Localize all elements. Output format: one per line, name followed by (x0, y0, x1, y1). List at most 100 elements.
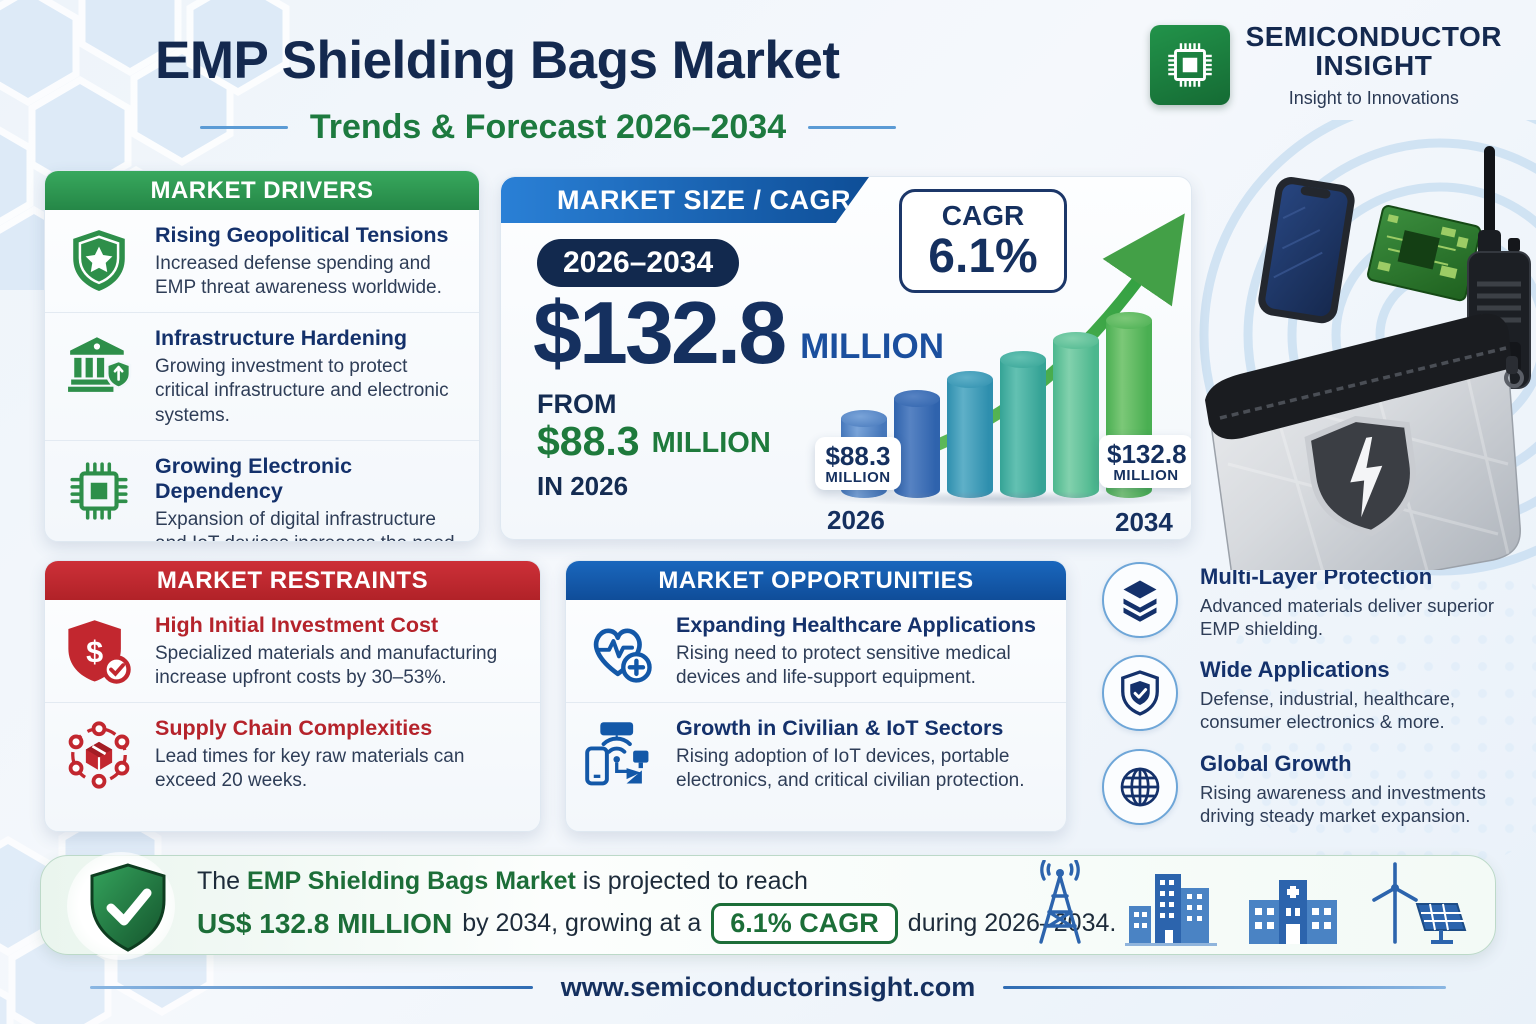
feature-text: Multi-Layer Protection Advanced material… (1200, 562, 1520, 640)
feature-desc: Rising awareness and investments driving… (1200, 781, 1486, 826)
driver-item-text: Rising Geopolitical Tensions Increased d… (155, 223, 461, 300)
chart-end-unit: MILLION (1113, 467, 1179, 484)
driver-item-infrastructure: Infrastructure Hardening Growing investm… (45, 312, 479, 439)
cagr-label: CAGR (941, 200, 1025, 231)
chart-start-label: $88.3 MILLION (815, 437, 901, 490)
restraint-item-text: High Initial Investment Cost Specialized… (155, 613, 522, 690)
subtitle-dash-left (199, 126, 288, 129)
chart-bar-year-3 (947, 370, 993, 498)
driver-desc: Increased defense spending and EMP threa… (155, 253, 442, 299)
bank-shield-icon (61, 326, 137, 396)
summary-text: The EMP Shielding Bags Market is project… (197, 867, 1116, 944)
period-badge: 2026–2034 (537, 239, 740, 287)
driver-title: Rising Geopolitical Tensions (155, 223, 449, 247)
chart-bar-year-5 (1053, 331, 1099, 498)
chip-icon (1149, 25, 1230, 106)
brand-text: SEMICONDUCTOR INSIGHT Insight to Innovat… (1246, 22, 1502, 109)
city-buildings-icon (1125, 874, 1217, 946)
summary-line1: The EMP Shielding Bags Market is project… (197, 867, 1116, 896)
restraint-item-supply-chain: Supply Chain Complexities Lead times for… (45, 702, 540, 805)
driver-title: Growing Electronic Dependency (155, 453, 353, 503)
feature-desc: Defense, industrial, healthcare, consume… (1200, 688, 1456, 733)
feature-multi-layer: Multi-Layer Protection Advanced material… (1102, 562, 1536, 640)
feature-desc: Advanced materials deliver superior EMP … (1200, 595, 1495, 640)
chart-end-year: 2034 (1115, 507, 1173, 537)
brand-logo-block: SEMICONDUCTOR INSIGHT Insight to Innovat… (1149, 22, 1502, 109)
opportunity-item-text: Growth in Civilian & IoT Sectors Rising … (676, 716, 1048, 793)
dot-pattern-background (1226, 545, 1536, 875)
shield-check-icon (1102, 655, 1178, 732)
chart-start-year: 2026 (827, 505, 885, 535)
opportunity-desc: Rising adoption of IoT devices, portable… (676, 746, 1025, 792)
restraint-desc: Lead times for key raw materials can exc… (155, 746, 465, 792)
iot-devices-icon (582, 716, 658, 790)
restraint-title: Supply Chain Complexities (155, 716, 433, 741)
cagr-value: 6.1% (928, 230, 1038, 283)
restraint-item-investment-cost: $ High Initial Investment Cost Specializ… (45, 600, 540, 702)
page-title: EMP Shielding Bags Market (155, 31, 840, 90)
summary-line2-mid: by 2034, growing at a (462, 909, 702, 937)
driver-item-geopolitical: Rising Geopolitical Tensions Increased d… (45, 210, 479, 312)
feature-text: Wide Applications Defense, industrial, h… (1200, 655, 1520, 733)
restraint-title: High Initial Investment Cost (155, 613, 439, 637)
opportunity-item-healthcare: Expanding Healthcare Applications Rising… (566, 600, 1066, 702)
chart-bar-year-2 (894, 390, 940, 498)
wind-turbine-solar-icon (1372, 862, 1467, 944)
layers-icon (1102, 562, 1178, 638)
footer-url-link[interactable]: www.semiconductorinsight.com (560, 972, 976, 1002)
brand-name-line2: INSIGHT (1315, 50, 1433, 82)
driver-desc: Growing investment to protect critical i… (155, 356, 449, 426)
opportunity-desc: Rising need to protect sensitive medical… (676, 643, 1011, 689)
restraint-item-text: Supply Chain Complexities Lead times for… (155, 716, 522, 793)
summary-banner: The EMP Shielding Bags Market is project… (40, 852, 1496, 960)
from-value: $88.3 (537, 418, 640, 464)
from-value-row: $88.3 MILLION (537, 421, 771, 462)
chart-bar-year-4 (1000, 351, 1046, 498)
driver-item-text: Infrastructure Hardening Growing investm… (155, 326, 461, 427)
solar-panel-icon (1415, 903, 1467, 944)
driver-item-electronic-dependency: Growing Electronic Dependency Expansion … (45, 439, 479, 541)
market-restraints-card: MARKET RESTRAINTS $ High Initial Investm… (44, 560, 541, 832)
page-subtitle: Trends & Forecast 2026–2034 (309, 108, 787, 146)
restraint-desc: Specialized materials and manufacturing … (155, 643, 498, 689)
from-value-unit: MILLION (651, 427, 771, 459)
chart-ground-shadow (831, 491, 1191, 507)
cagr-badge: 6.1% CAGR (711, 903, 898, 944)
page-subtitle-row: Trends & Forecast 2026–2034 (148, 108, 948, 147)
radio-tower-icon (1039, 860, 1081, 944)
chart-end-value: $132.8 (1107, 439, 1187, 469)
market-value-unit: MILLION (800, 327, 945, 366)
summary-target-value: US$ 132.8 MILLION (197, 907, 453, 939)
footer-line-right (1003, 986, 1447, 989)
market-drivers-heading: MARKET DRIVERS (45, 171, 479, 210)
svg-text:$: $ (86, 635, 103, 669)
summary-market-name: EMP Shielding Bags Market (247, 867, 576, 895)
feature-global-growth: Global Growth Rising awareness and inves… (1102, 748, 1536, 827)
market-value-row: $132.8 MILLION (533, 289, 944, 377)
smartphone-icon (1258, 177, 1355, 324)
key-features-column: Multi-Layer Protection Advanced material… (1102, 562, 1536, 827)
industry-icons-row (1023, 860, 1469, 946)
circuit-board-icon (1367, 205, 1482, 302)
feature-title: Wide Applications (1200, 657, 1390, 683)
brand-tagline: Insight to Innovations (1288, 87, 1459, 108)
shield-dollar-icon: $ (61, 613, 137, 687)
footer-line-left (90, 986, 533, 989)
globe-icon (1102, 748, 1178, 825)
shield-check-green-icon (85, 862, 171, 959)
market-opportunities-card: MARKET OPPORTUNITIES Expanding Healthcar… (565, 560, 1067, 832)
footer: www.semiconductorinsight.com (90, 972, 1447, 1003)
opportunity-title: Growth in Civilian & IoT Sectors (676, 716, 1004, 741)
driver-item-text: Growing Electronic Dependency Expansion … (155, 453, 461, 541)
from-label: FROM (537, 389, 617, 419)
summary-line1-pre: The (197, 867, 248, 895)
feature-wide-applications: Wide Applications Defense, industrial, h… (1102, 655, 1536, 733)
chart-start-value: $88.3 (825, 441, 891, 471)
market-size-card: MARKET SIZE / CAGR 2026–2034 $132.8 MILL… (500, 176, 1192, 540)
hospital-icon (1249, 880, 1337, 944)
shield-star-icon (61, 223, 137, 293)
market-restraints-heading: MARKET RESTRAINTS (45, 561, 540, 600)
brand-name-line1: SEMICONDUCTOR (1245, 21, 1502, 52)
summary-line1-post: is projected to reach (575, 867, 808, 895)
